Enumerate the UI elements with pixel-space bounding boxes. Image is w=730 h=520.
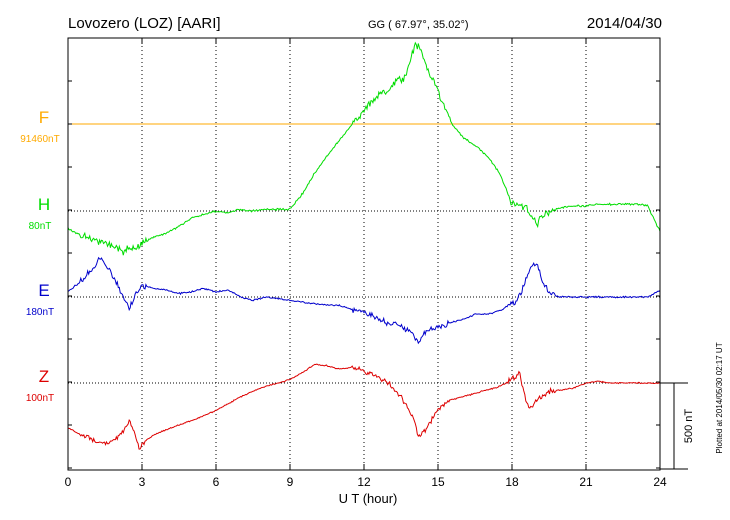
series-name-f: F <box>39 108 49 127</box>
series-lines <box>67 41 661 450</box>
x-tick-label: 12 <box>357 475 371 489</box>
x-tick-label: 18 <box>505 475 519 489</box>
grid <box>68 38 660 470</box>
series-baseline-h: 80nT <box>29 221 52 232</box>
x-tick-label: 24 <box>653 475 667 489</box>
x-tick-label: 0 <box>65 475 72 489</box>
date-label: 2014/04/30 <box>587 15 662 32</box>
series-baseline-z: 100nT <box>26 393 54 404</box>
plot-frame <box>67 37 661 471</box>
series-name-h: H <box>38 195 50 214</box>
scale-bar-label: 500 nT <box>683 409 695 444</box>
series-line-z <box>67 363 661 450</box>
station-title: Lovozero (LOZ) [AARI] <box>68 15 221 32</box>
x-tick-label: 15 <box>431 475 445 489</box>
x-tick-label: 9 <box>287 475 294 489</box>
series-line-h <box>67 41 661 256</box>
series-line-e <box>67 256 661 345</box>
x-axis-title: U T (hour) <box>339 491 398 506</box>
series-name-e: E <box>38 281 49 300</box>
x-tick-label: 21 <box>579 475 593 489</box>
series-baseline-e: 180nT <box>26 307 54 318</box>
plotted-timestamp: Plotted at 2014/05/30 02:17 UT <box>715 342 724 453</box>
series-baseline-f: 91460nT <box>20 134 59 145</box>
series-name-z: Z <box>39 367 49 386</box>
scale-bar: 500 nT <box>660 382 695 470</box>
x-tick-label: 3 <box>139 475 146 489</box>
coordinates-label: GG ( 67.97°, 35.02°) <box>368 19 469 31</box>
series-labels: F 91460nT H 80nT E 180nT Z 100nT <box>20 108 59 404</box>
x-tick-label: 6 <box>213 475 220 489</box>
